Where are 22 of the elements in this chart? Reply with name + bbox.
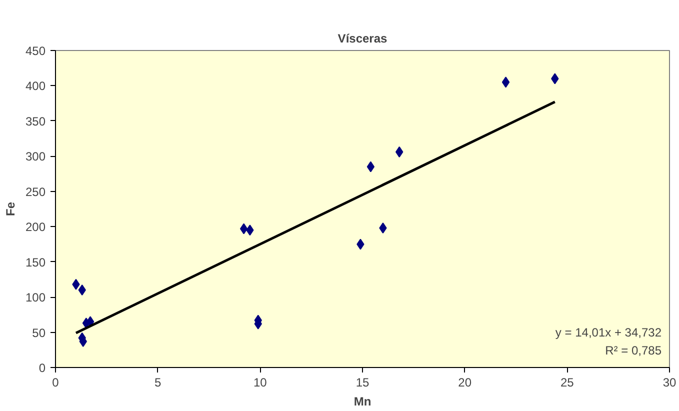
x-tick-label: 20 <box>458 376 472 390</box>
x-tick-label: 15 <box>356 376 370 390</box>
y-tick-label: 50 <box>32 326 46 340</box>
y-tick-label: 100 <box>25 290 46 305</box>
y-tick-label: 300 <box>25 150 46 164</box>
y-tick-label: 350 <box>25 114 46 128</box>
x-tick-label: 30 <box>662 376 676 390</box>
x-tick-label: 10 <box>253 376 268 390</box>
y-tick-label: 200 <box>25 220 46 234</box>
y-tick-label: 450 <box>25 44 46 58</box>
x-tick-label: 25 <box>560 376 574 390</box>
y-tick-label: 400 <box>25 79 46 94</box>
annotation: R² = 0,785 <box>605 344 662 358</box>
y-tick-label: 150 <box>25 255 46 270</box>
y-axis-title: Fe <box>3 202 18 216</box>
y-tick-label: 0 <box>38 361 46 375</box>
x-tick-label: 0 <box>52 376 60 390</box>
chart-title: Vísceras <box>338 32 388 46</box>
annotation: y = 14,01x + 34,732 <box>555 326 662 340</box>
y-tick-label: 250 <box>25 184 46 199</box>
x-tick-label: 5 <box>154 376 162 390</box>
x-axis-title: Mn <box>354 394 372 408</box>
